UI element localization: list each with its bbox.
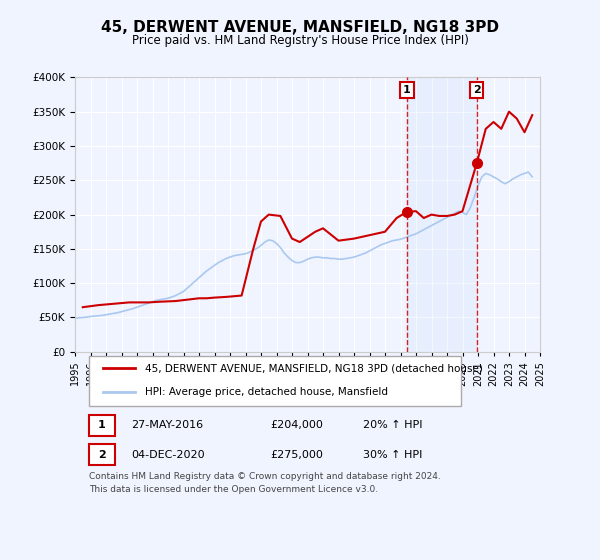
Text: 30% ↑ HPI: 30% ↑ HPI xyxy=(364,450,422,460)
Text: £275,000: £275,000 xyxy=(270,450,323,460)
FancyBboxPatch shape xyxy=(89,357,461,406)
Text: This data is licensed under the Open Government Licence v3.0.: This data is licensed under the Open Gov… xyxy=(89,485,378,494)
Text: HPI: Average price, detached house, Mansfield: HPI: Average price, detached house, Mans… xyxy=(145,387,388,397)
Text: Contains HM Land Registry data © Crown copyright and database right 2024.: Contains HM Land Registry data © Crown c… xyxy=(89,472,440,481)
FancyBboxPatch shape xyxy=(89,415,115,436)
Text: 2: 2 xyxy=(98,450,106,460)
FancyBboxPatch shape xyxy=(89,444,115,465)
Text: 1: 1 xyxy=(403,85,411,95)
Text: 2: 2 xyxy=(473,85,481,95)
Text: 1: 1 xyxy=(98,421,106,430)
Text: 27-MAY-2016: 27-MAY-2016 xyxy=(131,421,203,430)
Text: 04-DEC-2020: 04-DEC-2020 xyxy=(131,450,205,460)
Bar xyxy=(407,77,477,352)
Text: £204,000: £204,000 xyxy=(270,421,323,430)
Text: 20% ↑ HPI: 20% ↑ HPI xyxy=(364,421,423,430)
Text: Price paid vs. HM Land Registry's House Price Index (HPI): Price paid vs. HM Land Registry's House … xyxy=(131,34,469,46)
Text: 45, DERWENT AVENUE, MANSFIELD, NG18 3PD (detached house): 45, DERWENT AVENUE, MANSFIELD, NG18 3PD … xyxy=(145,363,482,374)
Text: 45, DERWENT AVENUE, MANSFIELD, NG18 3PD: 45, DERWENT AVENUE, MANSFIELD, NG18 3PD xyxy=(101,20,499,35)
